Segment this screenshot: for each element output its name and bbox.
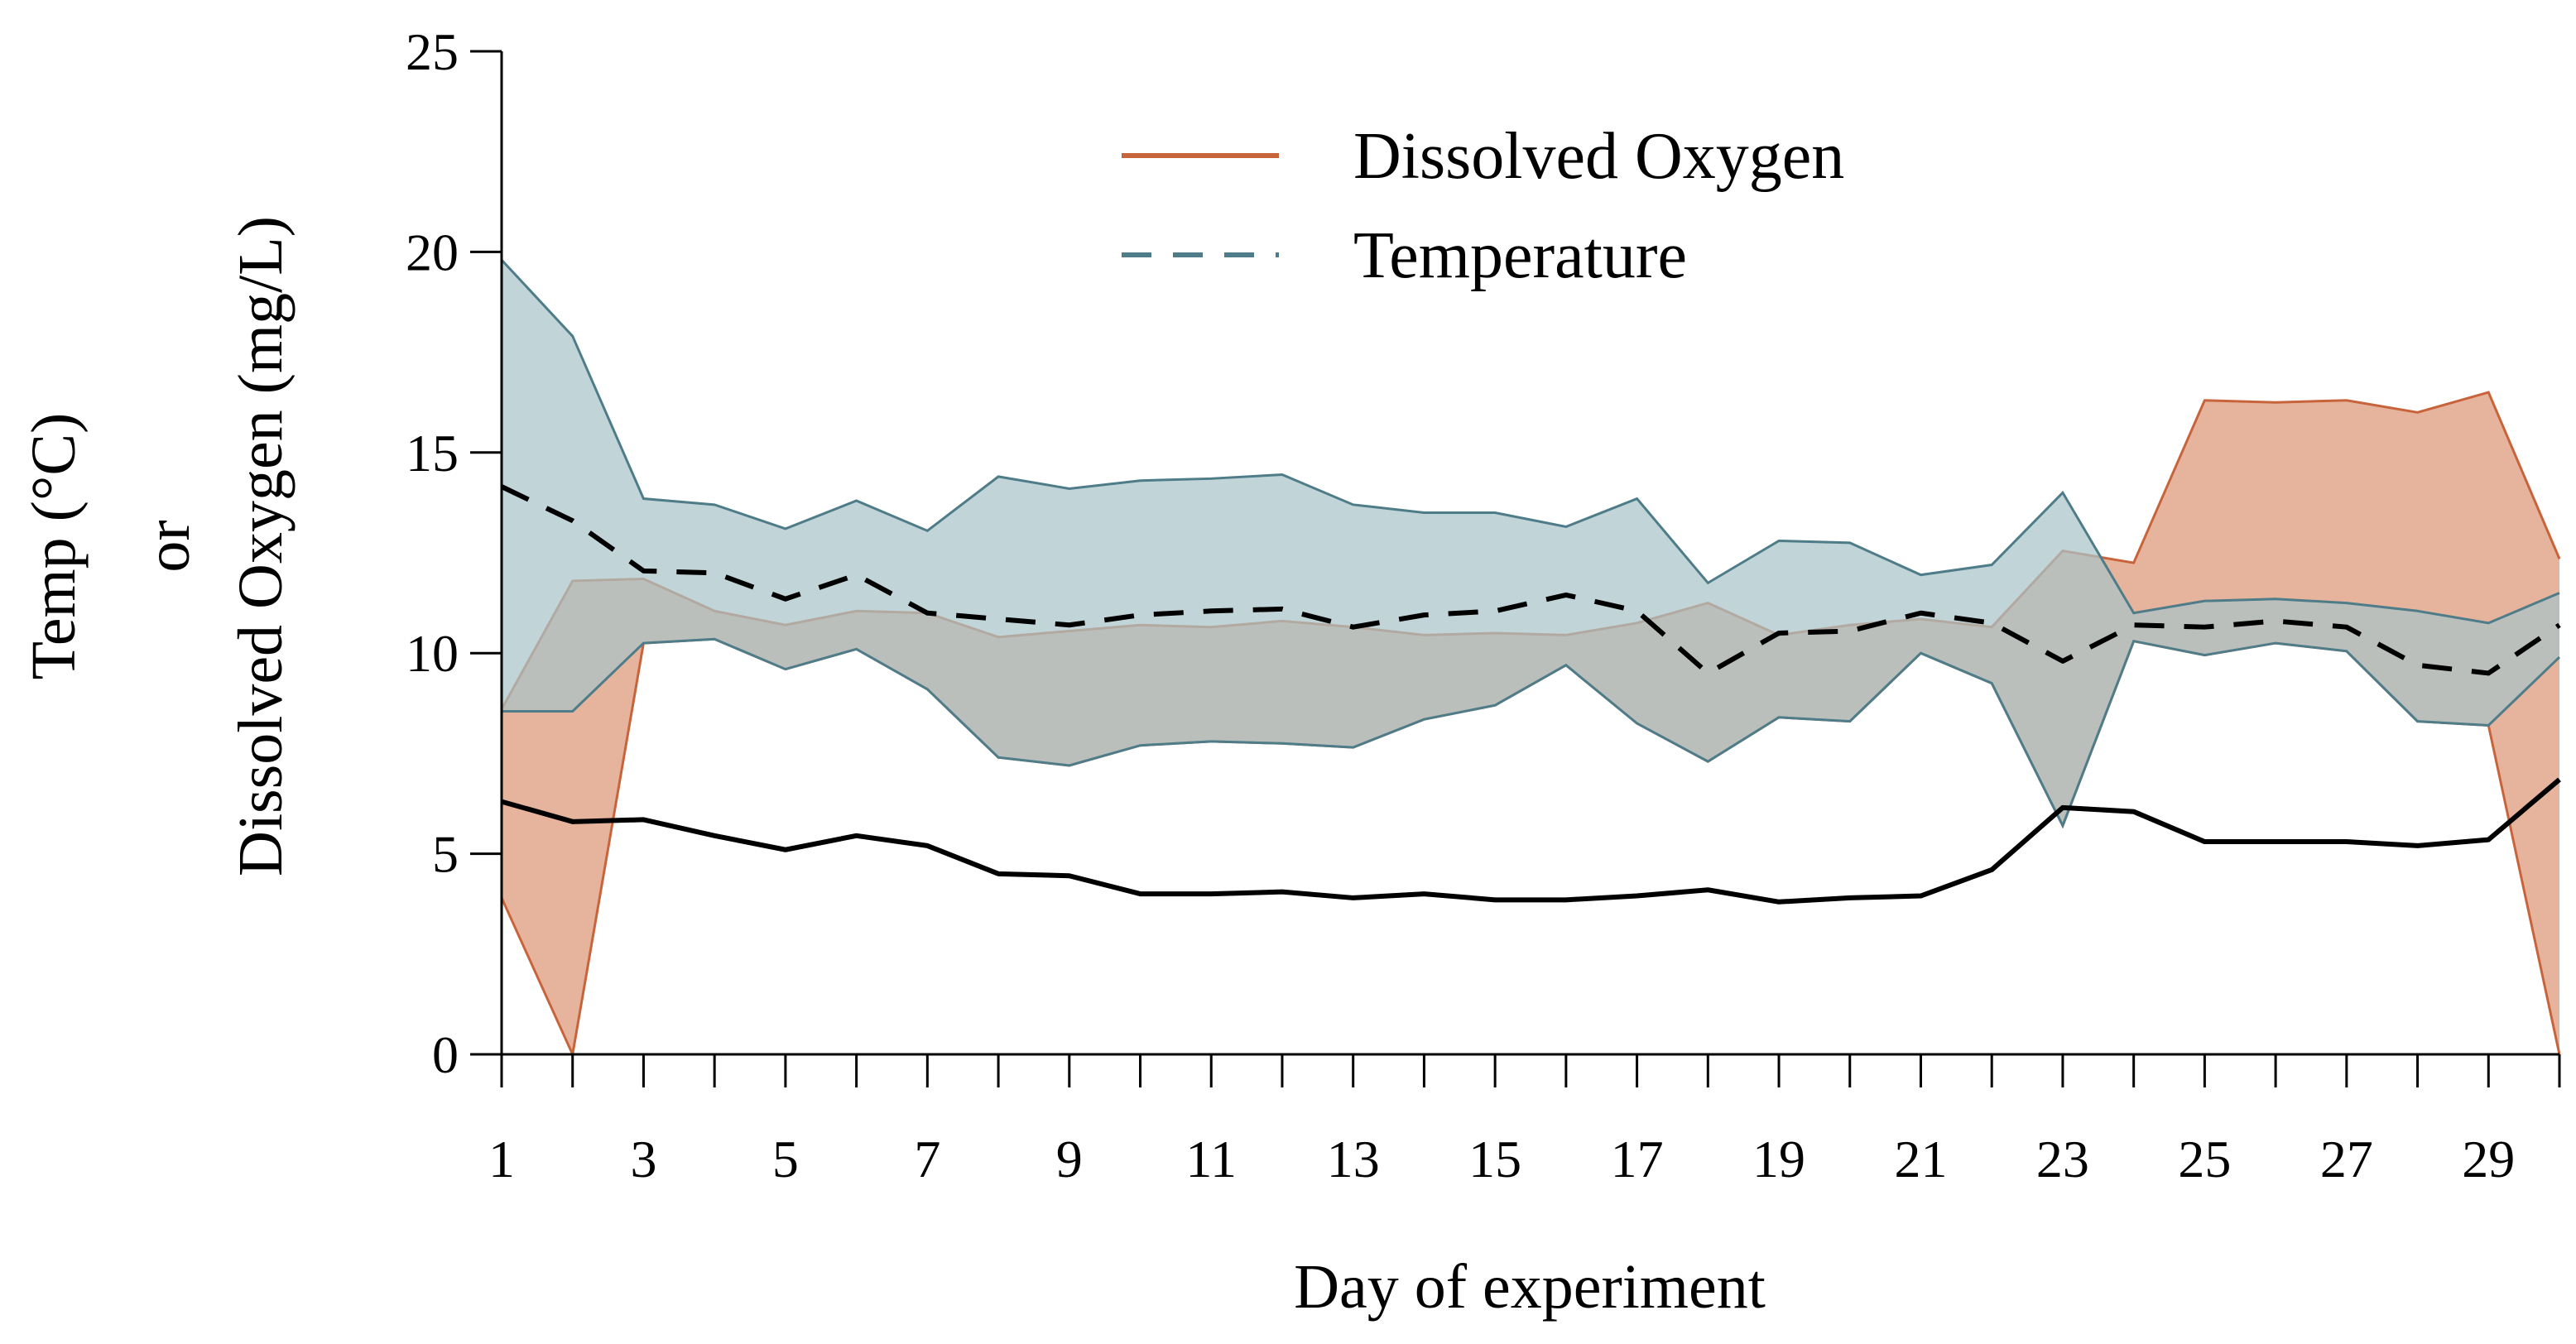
x-tick-label: 27: [2320, 1130, 2373, 1188]
y-tick-label: 0: [432, 1025, 459, 1084]
x-tick-label: 9: [1056, 1130, 1083, 1188]
mean-line-temperature: [500, 484, 2561, 676]
band-dissolved-oxygen: [502, 392, 2559, 1055]
x-tick-label: 1: [488, 1130, 515, 1188]
x-axis-title: Day of experiment: [1294, 1252, 1766, 1322]
x-tick-label: 5: [772, 1130, 799, 1188]
mean-line-dissolved-oxygen: [501, 777, 2561, 905]
legend-label-dissolved-oxygen: Dissolved Oxygen: [1353, 120, 1844, 193]
x-tick-label: 7: [914, 1130, 940, 1188]
y-axis-title-line-1: Temp (°C): [19, 413, 89, 680]
x-tick-label: 17: [1611, 1130, 1664, 1188]
y-axis-title: Temp (°C) or Dissolved Oxygen (mg/L): [19, 216, 296, 876]
y-tick-label: 15: [406, 424, 459, 482]
band-temperature-lower-edge: [502, 637, 2561, 829]
x-tick-label: 21: [1894, 1130, 1947, 1188]
x-axis: 1 3 5 7 9 11 13 15 17 19 21 23 25 27 29: [488, 1053, 2561, 1188]
y-ticks: 0 5 10 15 20 25: [406, 22, 502, 1084]
y-tick-label: 10: [406, 624, 459, 683]
legend: Dissolved Oxygen Temperature: [1122, 120, 1844, 292]
x-tick-label: 23: [2036, 1130, 2089, 1188]
y-axis-title-line-3: Dissolved Oxygen (mg/L): [226, 216, 296, 876]
y-axis-title-line-2: or: [133, 520, 203, 572]
x-tick-label: 15: [1468, 1130, 1521, 1188]
x-tick-label: 25: [2178, 1130, 2231, 1188]
legend-label-temperature: Temperature: [1353, 219, 1687, 292]
range-bands: [500, 259, 2561, 1059]
y-axis: 0 5 10 15 20 25: [406, 22, 503, 1084]
band-temperature-upper-edge: [500, 259, 2560, 625]
x-tick-label: 19: [1752, 1130, 1805, 1188]
x-tick-label: 11: [1185, 1130, 1237, 1188]
y-tick-label: 5: [432, 825, 459, 884]
y-tick-label: 25: [406, 22, 459, 81]
plot-area: [500, 259, 2561, 1059]
band-temperature: [502, 260, 2559, 826]
x-ticks: 1 3 5 7 9 11 13 15 17 19 21 23 25 27 29: [488, 1054, 2561, 1188]
x-tick-label: 13: [1327, 1130, 1380, 1188]
x-tick-label: 29: [2462, 1130, 2515, 1188]
mean-lines: [500, 484, 2561, 905]
y-tick-label: 20: [406, 223, 459, 281]
x-tick-label: 3: [630, 1130, 656, 1188]
